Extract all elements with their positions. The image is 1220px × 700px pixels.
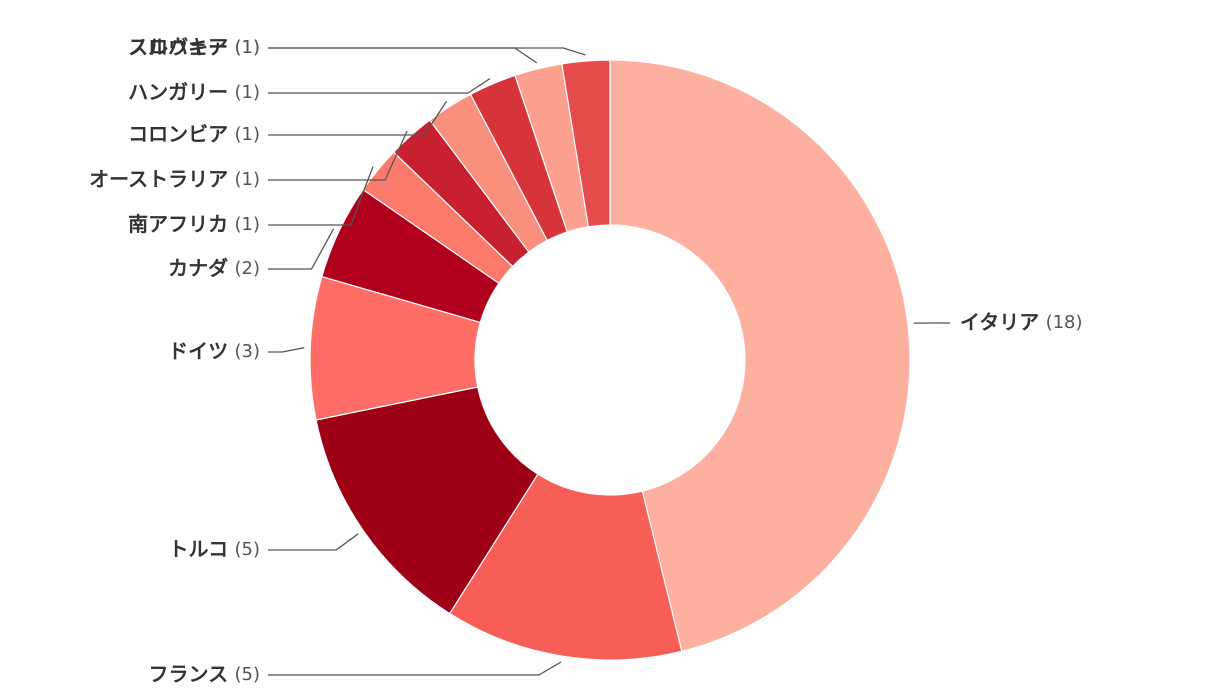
leader-line	[268, 661, 562, 676]
value-label: (3)	[235, 341, 261, 362]
leader-line	[268, 130, 408, 181]
slice-label: ドイツ (3)	[168, 339, 260, 363]
category-name: スロバキア	[128, 35, 228, 59]
slice	[315, 386, 539, 615]
category-name: トルコ	[169, 537, 229, 561]
slice-label: カナダ (2)	[168, 256, 260, 280]
category-name: ドイツ	[168, 339, 228, 363]
leader-line	[268, 101, 447, 136]
category-name: ハンガリー	[128, 80, 228, 104]
slice-label: フランス (5)	[149, 662, 260, 686]
slice	[448, 473, 683, 661]
value-label: (2)	[235, 258, 261, 279]
slice-label: コロンビア (1)	[128, 122, 260, 146]
category-name: 南アフリカ	[128, 212, 228, 236]
leader-line	[268, 347, 305, 353]
slice-label: ハンガリー (1)	[128, 80, 260, 104]
leader-line	[268, 228, 335, 270]
value-label: (5)	[235, 664, 261, 685]
value-label: (1)	[235, 124, 261, 145]
category-name: イタリア	[960, 310, 1039, 334]
value-label: (5)	[235, 539, 261, 560]
slice-label: ノルウェー (1)	[128, 35, 260, 59]
leader-line	[268, 533, 359, 551]
leader-line	[268, 47, 538, 64]
leader-line	[268, 166, 374, 226]
value-label: (1)	[235, 214, 261, 235]
leader-line	[268, 47, 586, 56]
value-label: (1)	[235, 82, 261, 103]
category-name: オーストラリア	[89, 167, 228, 191]
slice	[561, 59, 611, 228]
value-label: (1)	[235, 37, 261, 58]
value-label: (1)	[235, 169, 261, 190]
slice-label: オーストラリア (1)	[89, 167, 260, 191]
slice-label: スロバキア (1)	[128, 35, 260, 59]
category-name: コロンビア	[128, 122, 228, 146]
slice	[609, 59, 911, 653]
slice-label: イタリア (18)	[960, 310, 1083, 334]
slice-label: 南アフリカ (1)	[128, 212, 260, 236]
category-name: カナダ	[168, 256, 228, 280]
value-label: (18)	[1046, 312, 1083, 333]
value-label: (1)	[235, 37, 261, 58]
category-name: ノルウェー	[128, 35, 228, 59]
leader-line	[268, 77, 491, 94]
category-name: フランス	[149, 662, 229, 686]
slice-label: トルコ (5)	[169, 537, 260, 561]
